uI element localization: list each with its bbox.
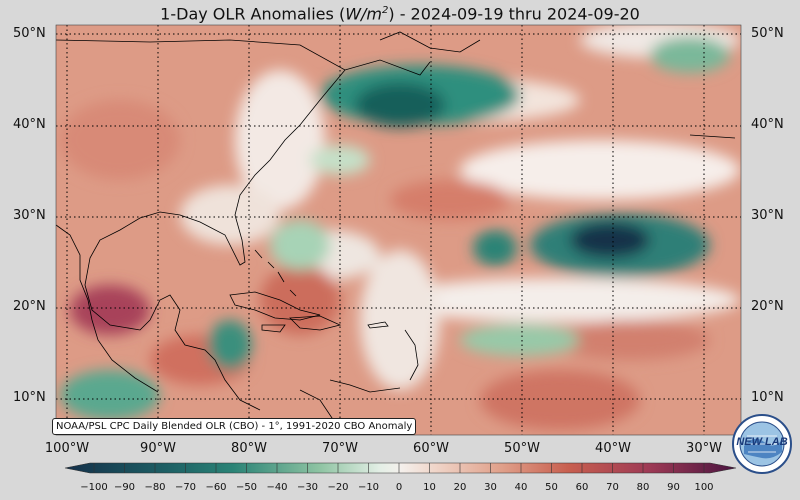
- map-title: 1-Day OLR Anomalies (W/m2) - 2024-09-19 …: [160, 4, 640, 24]
- colorbar-tick: 0: [395, 482, 403, 493]
- lon-label-40w: 40°W: [595, 441, 631, 456]
- colorbar-tick: −60: [205, 482, 227, 493]
- colorbar-tick: 40: [514, 482, 528, 493]
- colorbar-tick: 100: [694, 482, 714, 493]
- lat-label-30n-right: 30°N: [751, 208, 784, 223]
- lon-label-70w: 70°W: [322, 441, 358, 456]
- colorbar-tick: −90: [113, 482, 136, 493]
- lat-label-40n-right: 40°N: [751, 117, 784, 132]
- coastlines: [55, 31, 736, 431]
- colorbar-tick: 70: [606, 482, 619, 493]
- graticule: [56, 25, 741, 435]
- colorbar-tick: 80: [636, 482, 650, 493]
- lat-label-20n-right: 20°N: [751, 299, 784, 314]
- lat-label-20n-left: 20°N: [13, 299, 46, 314]
- logo-text: NEW LAB: [736, 436, 787, 448]
- colorbar-tick: −70: [174, 482, 197, 493]
- colorbar-tick: −80: [144, 482, 166, 493]
- colorbar: [64, 462, 737, 474]
- colorbar-tick: 30: [484, 482, 497, 493]
- lon-label-50w: 50°W: [504, 441, 540, 456]
- lat-label-50n-right: 50°N: [751, 26, 784, 41]
- colorbar-tick: −20: [327, 482, 349, 493]
- colorbar-tick: −30: [296, 482, 319, 493]
- data-source-note: NOAA/PSL CPC Daily Blended OLR (CBO) - 1…: [52, 418, 417, 435]
- lon-label-30w: 30°W: [686, 441, 722, 456]
- colorbar-tick: 20: [453, 482, 467, 493]
- colorbar-tick: −10: [357, 482, 380, 493]
- lat-label-10n-left: 10°N: [13, 390, 46, 405]
- lat-label-10n-right: 10°N: [751, 390, 784, 405]
- lon-label-60w: 60°W: [413, 441, 449, 456]
- lat-label-30n-left: 30°N: [13, 208, 46, 223]
- lat-label-40n-left: 40°N: [13, 117, 46, 132]
- lon-label-90w: 90°W: [140, 441, 176, 456]
- lon-label-80w: 80°W: [231, 441, 267, 456]
- colorbar-tick: −40: [266, 482, 288, 493]
- colorbar-tick: 60: [575, 482, 589, 493]
- colorbar-tick: −50: [235, 482, 258, 493]
- colorbar-tick: −100: [80, 482, 108, 493]
- colorbar-tick: 10: [423, 482, 436, 493]
- lat-label-50n-left: 50°N: [13, 26, 46, 41]
- colorbar-tick: 90: [667, 482, 680, 493]
- noaa-lab-globe-logo: NEW LAB: [732, 414, 792, 474]
- lon-label-100w: 100°W: [44, 441, 90, 456]
- anomaly-field: [60, 25, 740, 430]
- colorbar-tick: 50: [545, 482, 558, 493]
